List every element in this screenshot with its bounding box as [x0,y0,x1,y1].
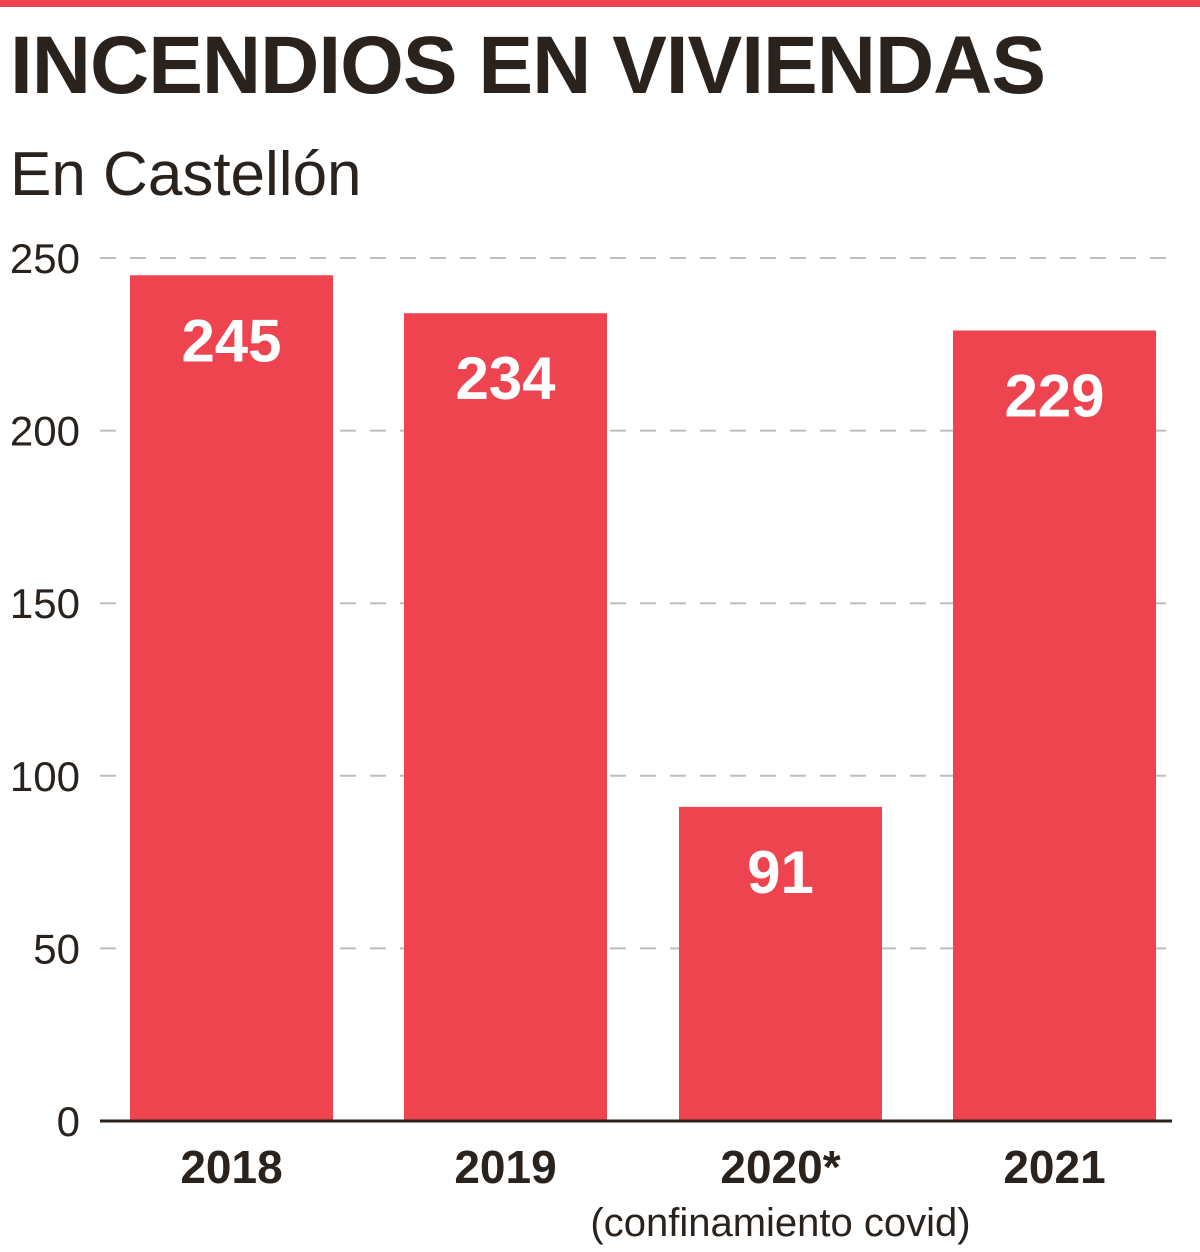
y-tick-label: 200 [10,408,80,455]
data-label: 91 [747,839,814,906]
top-accent-rule [0,0,1200,7]
x-tick-note: (confinamiento covid) [590,1201,970,1245]
bar-2021 [953,330,1156,1121]
x-tick-label: 2018 [180,1141,282,1193]
y-tick-label: 150 [10,580,80,627]
bar-2018 [130,275,333,1121]
y-tick-label: 250 [10,235,80,282]
bar-2019 [404,313,607,1121]
data-label: 245 [181,307,281,374]
data-label: 234 [455,345,556,412]
bar-2020 [679,806,882,1121]
x-tick-label: 2021 [1003,1141,1105,1193]
data-label: 229 [1004,362,1104,429]
y-tick-label: 0 [57,1098,80,1145]
bars [130,275,1156,1121]
y-tick-label: 50 [33,925,80,972]
chart-subtitle: En Castellón [10,140,362,209]
x-tick-label: 2020* [720,1141,840,1193]
x-tick-label: 2019 [454,1141,556,1193]
labels: 0 50 100 150 200 250 245 2018 234 2019 91 2020* (con… [10,235,1106,1245]
y-tick-label: 100 [10,753,80,800]
chart-title: INCENDIOS EN VIVIENDAS [10,20,1046,111]
